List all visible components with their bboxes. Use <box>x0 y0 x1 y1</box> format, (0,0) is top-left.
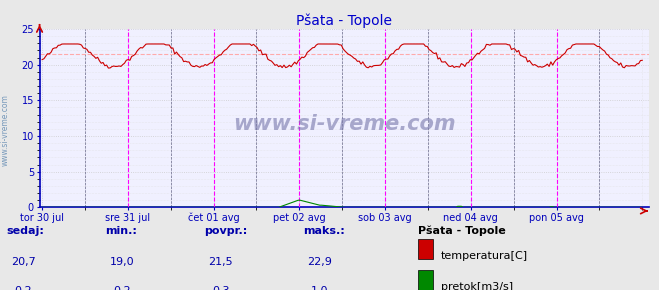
Text: sedaj:: sedaj: <box>7 226 44 236</box>
Text: temperatura[C]: temperatura[C] <box>441 251 528 261</box>
Text: 0,2: 0,2 <box>14 286 32 290</box>
Text: 0,2: 0,2 <box>113 286 130 290</box>
Text: www.si-vreme.com: www.si-vreme.com <box>1 95 10 166</box>
Text: Pšata - Topole: Pšata - Topole <box>418 226 506 236</box>
Text: 1,0: 1,0 <box>311 286 328 290</box>
Text: maks.:: maks.: <box>303 226 345 236</box>
Bar <box>418 270 433 290</box>
Bar <box>418 239 433 259</box>
Title: Pšata - Topole: Pšata - Topole <box>297 13 392 28</box>
Text: 19,0: 19,0 <box>109 257 134 267</box>
Text: pretok[m3/s]: pretok[m3/s] <box>441 282 513 290</box>
Text: povpr.:: povpr.: <box>204 226 248 236</box>
Text: min.:: min.: <box>105 226 137 236</box>
Text: 20,7: 20,7 <box>11 257 36 267</box>
Text: 22,9: 22,9 <box>307 257 332 267</box>
Text: 21,5: 21,5 <box>208 257 233 267</box>
Text: 0,3: 0,3 <box>212 286 229 290</box>
Text: www.si-vreme.com: www.si-vreme.com <box>233 113 455 133</box>
